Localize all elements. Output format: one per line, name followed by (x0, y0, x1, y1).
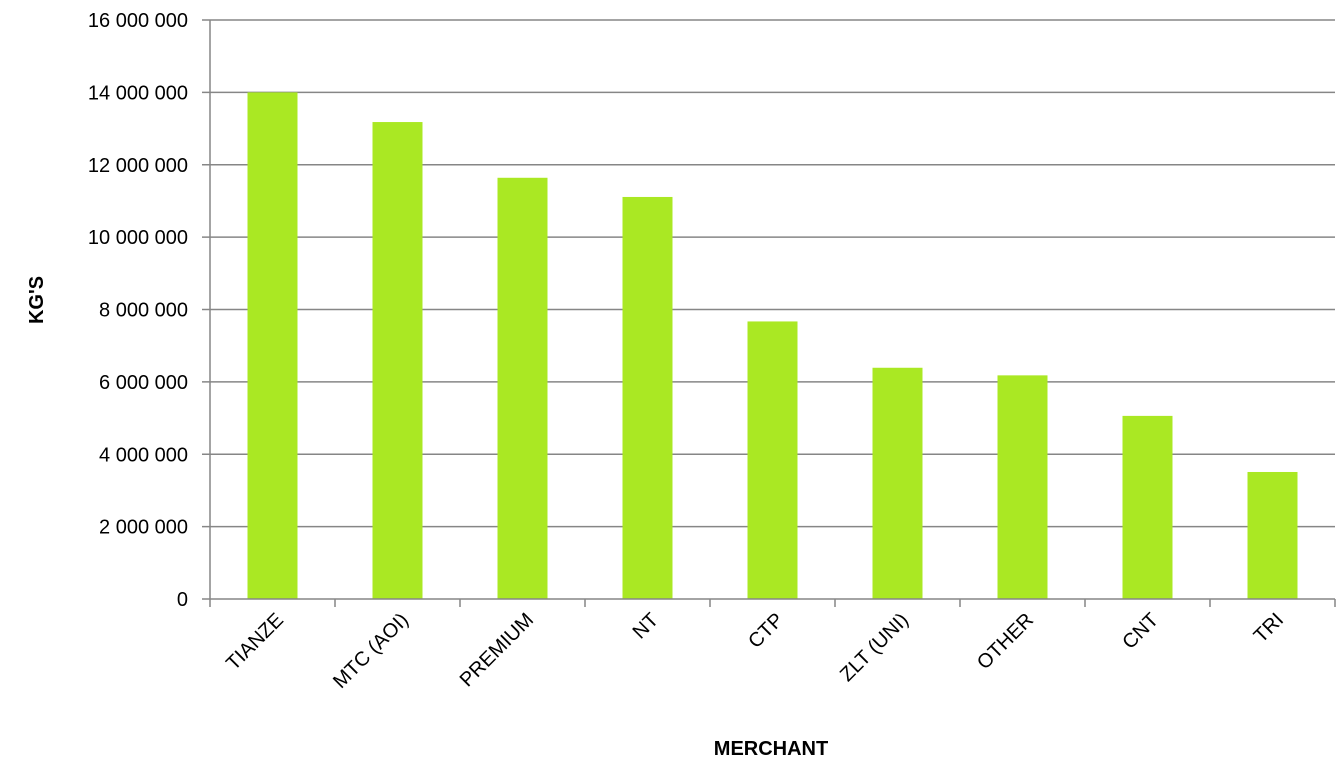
y-tick-label: 2 000 000 (99, 517, 188, 539)
y-tick-label: 12 000 000 (88, 155, 188, 177)
x-tick-label: TIANZE (222, 609, 288, 675)
bar-tri (1247, 471, 1298, 599)
x-tick-label: MTC (AOI) (329, 609, 413, 693)
bar-premium (497, 177, 548, 599)
y-tick-label: 4 000 000 (99, 444, 188, 466)
y-tick-label: 0 (177, 589, 188, 611)
x-tick-label: NT (629, 609, 663, 643)
y-axis-title: KG'S (26, 276, 48, 324)
bar-nt (622, 196, 673, 599)
y-tick-label: 14 000 000 (88, 82, 188, 104)
bar-cnt (1122, 415, 1173, 599)
y-tick-label: 8 000 000 (99, 300, 188, 322)
y-tick-label: 16 000 000 (88, 10, 188, 32)
x-tick-labels: TIANZE MTC (AOI) PREMIUM NT CTP ZLT (UNI) OTHE… (222, 609, 1288, 693)
x-axis-title: MERCHANT (714, 738, 828, 760)
bar-ctp (747, 321, 798, 599)
bar-other (997, 375, 1048, 599)
x-tick-label: PREMIUM (456, 609, 538, 691)
x-tick-label: TRI (1250, 609, 1288, 647)
bar-zlt-uni (872, 367, 923, 599)
x-tick-label: CNT (1118, 609, 1163, 654)
y-tick-label: 10 000 000 (88, 227, 188, 249)
y-tick-label: 6 000 000 (99, 372, 188, 394)
bar-tianze (247, 92, 298, 599)
x-tick-label: ZLT (UNI) (836, 609, 913, 686)
x-tick-label: CTP (744, 609, 788, 653)
bar-mtc-aoi (372, 122, 423, 599)
y-tick-labels: 0 2 000 000 4 000 000 6 000 000 8 000 000 10 … (88, 10, 188, 611)
x-tick-label: OTHER (973, 609, 1038, 674)
axes (209, 20, 1336, 607)
bars (247, 92, 1298, 599)
